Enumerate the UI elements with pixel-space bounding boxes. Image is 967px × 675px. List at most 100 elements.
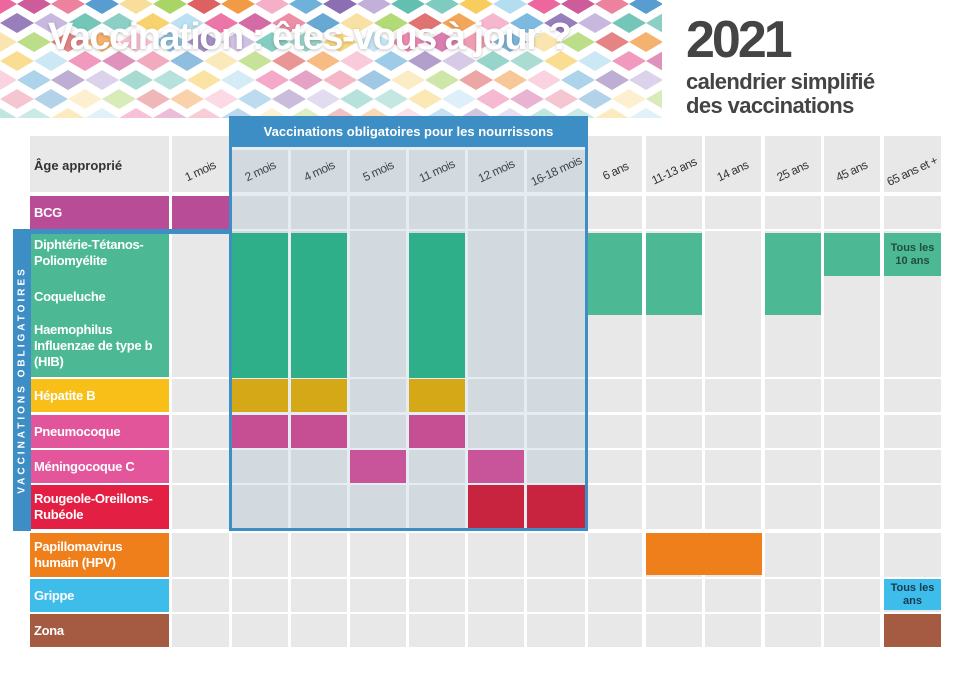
mosaic-tile bbox=[187, 108, 221, 118]
grid-cell bbox=[765, 450, 821, 483]
grid-cell bbox=[291, 485, 347, 529]
grid-cell bbox=[232, 450, 288, 483]
mosaic-tile bbox=[187, 70, 221, 90]
grid-cell bbox=[884, 415, 941, 448]
grid-cell bbox=[824, 614, 880, 647]
grid-cell bbox=[588, 415, 642, 448]
mosaic-tile bbox=[306, 51, 340, 71]
grid-cell bbox=[884, 196, 941, 229]
grid-cell bbox=[527, 450, 585, 483]
mosaic-tile bbox=[476, 51, 510, 71]
grid-cell bbox=[291, 450, 347, 483]
mosaic-tile bbox=[238, 89, 272, 109]
mosaic-tile bbox=[0, 0, 17, 14]
grid-cell bbox=[705, 614, 761, 647]
grid-cell bbox=[409, 196, 465, 229]
mosaic-tile bbox=[442, 13, 476, 33]
grid-cell bbox=[646, 196, 702, 229]
mosaic-tile bbox=[527, 32, 561, 52]
mosaic-tile bbox=[255, 70, 289, 90]
mosaic-tile bbox=[612, 89, 646, 109]
grid-cell bbox=[646, 450, 702, 483]
grid-cell bbox=[884, 485, 941, 529]
subtitle-line-1: calendrier simplifié bbox=[686, 69, 875, 94]
column-header: 65 ans et + bbox=[884, 150, 941, 192]
mosaic-tile bbox=[153, 32, 187, 52]
mosaic-tile bbox=[612, 13, 646, 33]
mosaic-tile bbox=[425, 0, 459, 14]
grid-cell bbox=[232, 485, 288, 529]
mark-dtp-2-mois bbox=[232, 233, 288, 378]
mosaic-tile bbox=[68, 89, 102, 109]
mosaic-tile bbox=[408, 13, 442, 33]
mosaic-tile bbox=[391, 32, 425, 52]
mosaic-tile bbox=[272, 51, 306, 71]
mosaic-tile bbox=[187, 0, 221, 14]
mosaic-tile bbox=[340, 13, 374, 33]
mosaic-tile bbox=[323, 108, 357, 118]
grid-cell bbox=[468, 579, 524, 612]
mosaic-tile bbox=[578, 51, 612, 71]
row-label-hpv: Papillomavirus humain (HPV) bbox=[30, 533, 169, 577]
row-label-coqueluche: Coqueluche bbox=[34, 289, 106, 304]
grid-cell bbox=[527, 533, 585, 577]
column-header-label: 45 ans bbox=[834, 157, 870, 185]
row-label-hepatite-b: Hépatite B bbox=[30, 379, 169, 412]
mosaic-tile bbox=[306, 13, 340, 33]
mosaic-tile bbox=[221, 0, 255, 14]
mosaic-tile bbox=[629, 32, 662, 52]
grid-cell bbox=[350, 485, 406, 529]
mark-hepatite-b-4-mois bbox=[291, 379, 347, 412]
grid-cell bbox=[765, 379, 821, 412]
mosaic-tile bbox=[221, 70, 255, 90]
mosaic-tile bbox=[561, 108, 595, 118]
mosaic-tile bbox=[17, 70, 51, 90]
mosaic-tile bbox=[51, 0, 85, 14]
column-header-cell bbox=[527, 150, 585, 192]
mosaic-tile bbox=[238, 51, 272, 71]
mosaic-tile bbox=[255, 0, 289, 14]
grid-cell bbox=[824, 196, 880, 229]
column-header: 45 ans bbox=[824, 150, 880, 192]
mosaic-tile bbox=[85, 0, 119, 14]
grid-cell bbox=[588, 196, 642, 229]
mosaic-tile bbox=[102, 51, 136, 71]
grid-cell bbox=[350, 614, 406, 647]
grid-cell bbox=[232, 579, 288, 612]
mosaic-tile bbox=[595, 0, 629, 14]
mosaic-tile bbox=[595, 32, 629, 52]
grid-cell bbox=[409, 533, 465, 577]
column-header: 1 mois bbox=[172, 150, 229, 192]
mark-zona-65-ans bbox=[884, 614, 941, 647]
column-header: 14 ans bbox=[705, 150, 761, 192]
grid-cell bbox=[824, 485, 880, 529]
mosaic-tile bbox=[527, 0, 561, 14]
age-header: Âge approprié bbox=[34, 158, 123, 173]
row-label-pneumocoque: Pneumocoque bbox=[30, 415, 169, 448]
mosaic-tile bbox=[204, 51, 238, 71]
grid-cell bbox=[291, 614, 347, 647]
mosaic-tile bbox=[544, 51, 578, 71]
mosaic-tile bbox=[170, 51, 204, 71]
mosaic-tile bbox=[153, 0, 187, 14]
mosaic-tile bbox=[357, 108, 391, 118]
grid-cell bbox=[527, 379, 585, 412]
grid-cell bbox=[765, 485, 821, 529]
column-header-cell bbox=[646, 136, 702, 192]
mosaic-tile bbox=[578, 13, 612, 33]
mark-hepatite-b-2-mois bbox=[232, 379, 288, 412]
mosaic-tile bbox=[204, 89, 238, 109]
grid-cell bbox=[646, 579, 702, 612]
grid-cell bbox=[588, 450, 642, 483]
grid-cell bbox=[765, 533, 821, 577]
mosaic-tile bbox=[595, 70, 629, 90]
mark-hpv-11-14-ans bbox=[646, 533, 762, 575]
mosaic-tile bbox=[374, 13, 408, 33]
grid-cell bbox=[468, 196, 524, 229]
grid-cell bbox=[824, 415, 880, 448]
mosaic-tile bbox=[68, 51, 102, 71]
column-header-label: 25 ans bbox=[775, 157, 811, 185]
column-header-cell bbox=[705, 136, 761, 192]
grid-cell bbox=[291, 196, 347, 229]
grid-cell bbox=[705, 450, 761, 483]
